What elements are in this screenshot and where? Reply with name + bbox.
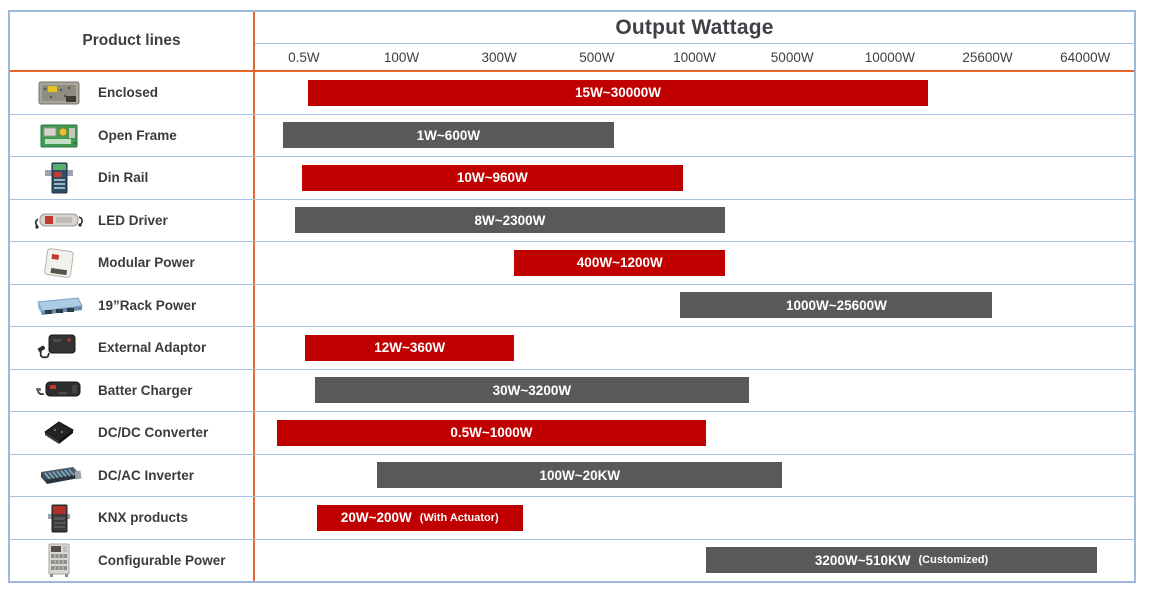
wattage-tick: 100W: [383, 49, 420, 65]
modular-power-product-icon: [32, 247, 86, 279]
table-row: Modular Power 400W~1200W: [10, 242, 1134, 285]
wattage-range-bar: 400W~1200W: [514, 249, 726, 276]
wattage-tick: 10000W: [864, 49, 916, 65]
wattage-tick: 5000W: [770, 49, 814, 65]
table-row: External Adaptor 12W~360W: [10, 327, 1134, 370]
product-line-label: Enclosed: [98, 85, 159, 101]
table-row: DC/DC Converter 0.5W~1000W: [10, 412, 1134, 455]
product-line-label: 19”Rack Power: [98, 297, 197, 313]
product-line-label: Open Frame: [98, 127, 177, 143]
product-line-label: Batter Charger: [98, 382, 193, 398]
table-body: Enclosed 15W~30000W Open Frame 1W~600W: [10, 72, 1134, 581]
dcdc-converter-product-icon: [32, 419, 86, 447]
wattage-tick: 1000W: [673, 49, 716, 65]
wattage-tick: 64000W: [1060, 49, 1111, 65]
battery-charger-product-icon: [32, 376, 86, 404]
rack-power-product-icon: [32, 290, 86, 320]
wattage-range-bar: 3200W~510KW (Customized): [705, 547, 1098, 574]
wattage-range-bar: 20W~200W (With Actuator): [316, 504, 524, 531]
open-frame-product-icon: [32, 119, 86, 151]
output-wattage-title-row: Output Wattage: [255, 12, 1134, 44]
product-line-label: LED Driver: [98, 212, 168, 228]
product-line-label: Din Rail: [98, 170, 149, 186]
wattage-range-bar: 1000W~25600W: [680, 292, 993, 319]
enclosed-product-icon: [32, 78, 86, 108]
product-lines-header-cell: Product lines: [10, 12, 255, 70]
table-row: Enclosed 15W~30000W: [10, 72, 1134, 115]
wattage-range-bar: 30W~3200W: [314, 377, 749, 404]
table-row: DC/AC Inverter 100W~20KW: [10, 454, 1134, 497]
external-adaptor-product-icon: [32, 331, 86, 365]
product-line-label: DC/AC Inverter: [98, 467, 195, 483]
knx-product-icon: [32, 501, 86, 535]
product-line-label: DC/DC Converter: [98, 425, 209, 441]
table-row: KNX products 20W~200W (With Actuator): [10, 497, 1134, 540]
wattage-range-bar: 0.5W~1000W: [276, 419, 706, 446]
wattage-range-bar: 15W~30000W: [307, 79, 929, 106]
table-row: Din Rail 10W~960W: [10, 157, 1134, 200]
product-line-label: External Adaptor: [98, 340, 207, 356]
wattage-range-bar: 100W~20KW: [377, 462, 783, 489]
product-wattage-table: Product lines Output Wattage 0.5W 100W 3…: [8, 10, 1136, 583]
wattage-tick: 25600W: [962, 49, 1013, 65]
table-row: LED Driver 8W~2300W: [10, 199, 1134, 242]
product-lines-title: Product lines: [82, 32, 181, 49]
wattage-range-bar: 10W~960W: [301, 164, 684, 191]
output-wattage-title: Output Wattage: [615, 15, 774, 39]
product-line-label: KNX products: [98, 510, 189, 526]
wattage-tick: 500W: [579, 49, 615, 65]
table-row: Configurable Power 3200W~510KW (Customiz…: [10, 539, 1134, 581]
wattage-range-bar: 8W~2300W: [294, 207, 726, 234]
wattage-range-bar: 1W~600W: [283, 122, 614, 149]
table-row: 19”Rack Power 1000W~25600W: [10, 284, 1134, 327]
product-line-label: Modular Power: [98, 255, 195, 271]
table-row: Batter Charger 30W~3200W: [10, 369, 1134, 412]
din-rail-product-icon: [32, 160, 86, 196]
dcac-inverter-product-icon: [32, 460, 86, 490]
led-driver-product-icon: [32, 206, 86, 234]
wattage-tick: 300W: [481, 49, 517, 65]
wattage-range-bar: 12W~360W: [305, 334, 515, 361]
configurable-power-product-icon: [32, 541, 86, 579]
table-row: Open Frame 1W~600W: [10, 114, 1134, 157]
product-line-label: Configurable Power: [98, 552, 226, 568]
table-header: Product lines Output Wattage 0.5W 100W 3…: [10, 12, 1134, 72]
wattage-scale-row: 0.5W 100W 300W 500W 1000W 5000W 10000W 2…: [255, 44, 1134, 70]
wattage-tick: 0.5W: [288, 49, 320, 65]
wattage-header-cell: Output Wattage 0.5W 100W 300W 500W 1000W…: [255, 12, 1134, 70]
